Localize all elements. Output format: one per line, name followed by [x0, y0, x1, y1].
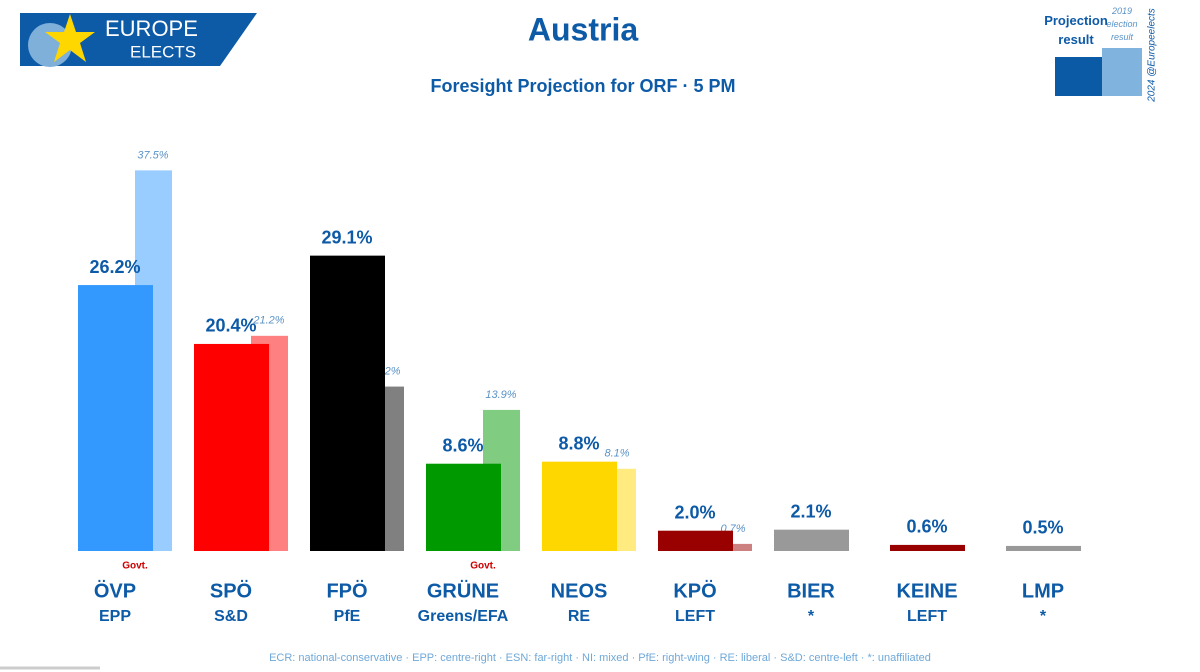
- value-label-2019: 37.5%: [137, 149, 168, 161]
- group-label: *: [808, 608, 815, 625]
- bar-2019: [715, 543, 752, 551]
- group-label: EPP: [99, 608, 131, 625]
- group-label: S&D: [214, 608, 248, 625]
- credit: 2024 @Europeelects: [1147, 8, 1158, 103]
- group-label: PfE: [334, 608, 361, 625]
- value-label: 2.1%: [790, 501, 831, 521]
- x-tick-label: KEINE: [896, 580, 957, 602]
- logo-text: EUROPE: [105, 16, 198, 41]
- bar-projection: [890, 544, 965, 551]
- bar-projection: [542, 461, 617, 551]
- x-tick-label: NEOS: [551, 580, 608, 602]
- footer: ECR: national-conservative · EPP: centre…: [269, 652, 931, 664]
- govt-label: Govt.: [470, 561, 496, 572]
- x-tick-label: FPÖ: [326, 579, 367, 602]
- value-label: 8.8%: [558, 433, 599, 453]
- chart-subtitle: Foresight Projection for ORF · 5 PM: [430, 76, 735, 96]
- value-label: 20.4%: [205, 316, 256, 336]
- legend-label: Projection result: [1044, 13, 1108, 47]
- value-label-2019: 8.1%: [604, 448, 629, 460]
- value-label: 26.2%: [89, 257, 140, 277]
- x-tick-label: ÖVP: [94, 579, 136, 602]
- legend-swatch: [1102, 48, 1142, 96]
- x-tick-label: LMP: [1022, 580, 1064, 602]
- group-label: LEFT: [907, 608, 947, 625]
- bar-projection: [194, 343, 269, 551]
- group-label: Greens/EFA: [418, 608, 509, 625]
- value-label: 0.6%: [906, 517, 947, 537]
- bar-projection: [310, 255, 385, 551]
- group-label: *: [1040, 608, 1047, 625]
- value-label: 2.0%: [674, 502, 715, 522]
- bar-projection: [658, 530, 733, 551]
- legend-label: 2019 election result: [1106, 6, 1137, 42]
- logo-text: ELECTS: [130, 42, 196, 61]
- bar-projection: [774, 529, 849, 551]
- bar-projection: [78, 285, 153, 551]
- group-label: LEFT: [675, 608, 715, 625]
- bar-projection: [1006, 545, 1081, 551]
- x-tick-label: GRÜNE: [427, 579, 499, 602]
- logo: EUROPE ELECTS: [20, 13, 257, 67]
- bar-projection: [426, 463, 501, 551]
- value-label-2019: 13.9%: [485, 389, 516, 401]
- x-tick-label: BIER: [787, 580, 835, 602]
- value-label-2019: 21.2%: [252, 315, 284, 327]
- x-tick-label: SPÖ: [210, 579, 252, 602]
- govt-label: Govt.: [122, 561, 148, 572]
- value-label: 0.5%: [1022, 518, 1063, 538]
- x-tick-label: KPÖ: [673, 579, 716, 602]
- value-label: 8.6%: [442, 435, 483, 455]
- chart-title: Austria: [528, 11, 638, 47]
- legend-swatch: [1055, 57, 1102, 96]
- value-label: 29.1%: [321, 227, 372, 247]
- group-label: RE: [568, 608, 591, 625]
